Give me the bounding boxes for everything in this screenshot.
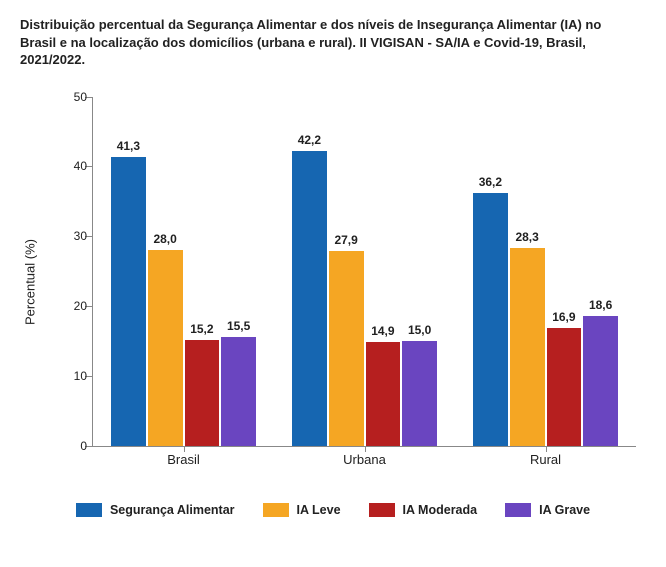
legend-item: IA Grave: [505, 503, 590, 517]
x-tick-label: Brasil: [93, 446, 274, 467]
bar-group: 41,328,015,215,5Brasil: [93, 97, 274, 446]
legend-label: IA Moderada: [403, 503, 478, 517]
bar-wrap: 28,0: [148, 97, 183, 446]
y-tick-label: 10: [63, 369, 87, 383]
bar-value-label: 15,0: [408, 323, 431, 337]
legend-item: IA Leve: [263, 503, 341, 517]
legend: Segurança Alimentar IA Leve IA Moderada IA …: [20, 503, 646, 517]
bar: [402, 341, 437, 446]
bar: [148, 250, 183, 445]
bar: [366, 342, 401, 446]
bar-wrap: 16,9: [547, 97, 582, 446]
bar-value-label: 36,2: [479, 175, 502, 189]
bar-value-label: 27,9: [334, 233, 357, 247]
bar-value-label: 15,5: [227, 319, 250, 333]
y-tick-label: 30: [63, 229, 87, 243]
legend-swatch: [369, 503, 395, 517]
bar-value-label: 16,9: [552, 310, 575, 324]
bar-wrap: 36,2: [473, 97, 508, 446]
bar-value-label: 41,3: [117, 139, 140, 153]
bar: [185, 340, 220, 446]
legend-item: Segurança Alimentar: [76, 503, 235, 517]
bar: [329, 251, 364, 446]
y-tick-label: 50: [63, 90, 87, 104]
chart-area: Percentual (%) 41,328,015,215,5Brasil42,…: [70, 97, 636, 467]
bar-wrap: 15,0: [402, 97, 437, 446]
bar-wrap: 42,2: [292, 97, 327, 446]
bar: [221, 337, 256, 445]
bar: [583, 316, 618, 446]
bar-value-label: 42,2: [298, 133, 321, 147]
legend-label: Segurança Alimentar: [110, 503, 235, 517]
x-tick-label: Rural: [455, 446, 636, 467]
y-axis-label: Percentual (%): [23, 239, 38, 325]
bar-group: 36,228,316,918,6Rural: [455, 97, 636, 446]
x-tick-label: Urbana: [274, 446, 455, 467]
bar: [473, 193, 508, 446]
legend-swatch: [76, 503, 102, 517]
bar-value-label: 28,0: [153, 232, 176, 246]
bar: [510, 248, 545, 446]
legend-label: IA Grave: [539, 503, 590, 517]
bar-value-label: 28,3: [515, 230, 538, 244]
bar: [547, 328, 582, 446]
bar-wrap: 14,9: [366, 97, 401, 446]
y-tick-label: 0: [63, 439, 87, 453]
bar-wrap: 15,5: [221, 97, 256, 446]
bar-group: 42,227,914,915,0Urbana: [274, 97, 455, 446]
bar: [111, 157, 146, 445]
bar-value-label: 15,2: [190, 322, 213, 336]
bar-wrap: 41,3: [111, 97, 146, 446]
legend-label: IA Leve: [297, 503, 341, 517]
bar: [292, 151, 327, 446]
bar-groups: 41,328,015,215,5Brasil42,227,914,915,0Ur…: [93, 97, 636, 446]
chart-title: Distribuição percentual da Segurança Ali…: [20, 16, 630, 69]
bar-value-label: 14,9: [371, 324, 394, 338]
y-tick-label: 20: [63, 299, 87, 313]
bar-wrap: 15,2: [185, 97, 220, 446]
bar-wrap: 27,9: [329, 97, 364, 446]
legend-swatch: [263, 503, 289, 517]
bar-wrap: 18,6: [583, 97, 618, 446]
bar-wrap: 28,3: [510, 97, 545, 446]
legend-swatch: [505, 503, 531, 517]
y-tick-label: 40: [63, 159, 87, 173]
plot-region: 41,328,015,215,5Brasil42,227,914,915,0Ur…: [92, 97, 636, 447]
legend-item: IA Moderada: [369, 503, 478, 517]
bar-value-label: 18,6: [589, 298, 612, 312]
